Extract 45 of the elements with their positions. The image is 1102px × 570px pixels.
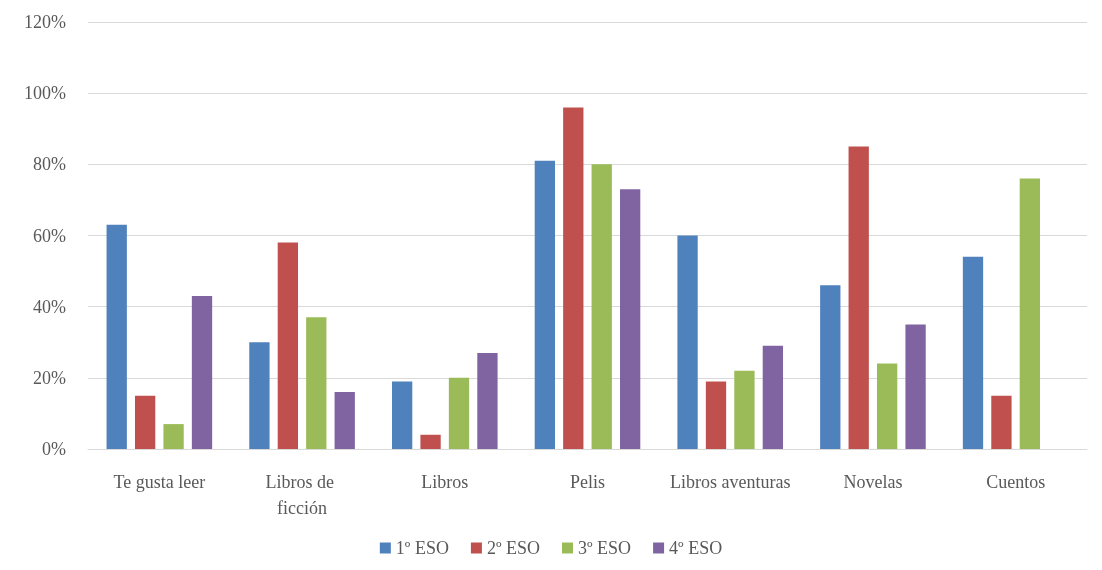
x-tick-label: Te gusta leer bbox=[113, 472, 206, 492]
y-tick-label: 60% bbox=[33, 225, 66, 246]
bar bbox=[277, 242, 299, 449]
x-tick-label: Libros bbox=[421, 472, 469, 492]
bar bbox=[534, 160, 556, 449]
bar bbox=[448, 377, 470, 449]
bar bbox=[191, 295, 213, 449]
legend-label: 3º ESO bbox=[578, 538, 632, 558]
bar bbox=[762, 345, 784, 449]
bar bbox=[420, 434, 441, 449]
bar bbox=[991, 395, 1012, 449]
bar bbox=[876, 363, 898, 449]
bar bbox=[705, 381, 727, 449]
bar bbox=[591, 164, 612, 449]
bar bbox=[905, 324, 926, 449]
bar bbox=[391, 381, 413, 449]
y-tick-label: 80% bbox=[33, 154, 66, 175]
y-tick-label: 40% bbox=[33, 296, 66, 317]
x-tick-label: Libros de ficción bbox=[265, 472, 339, 518]
bar bbox=[734, 370, 755, 449]
y-tick-label: 0% bbox=[42, 439, 66, 459]
y-tick-label: 20% bbox=[33, 367, 66, 388]
bar bbox=[848, 146, 869, 449]
x-tick-label: Libros aventuras bbox=[669, 472, 791, 492]
x-tick-label: Cuentos bbox=[986, 472, 1046, 492]
bar bbox=[249, 342, 270, 449]
bar bbox=[134, 395, 156, 449]
bar bbox=[820, 285, 841, 449]
bar bbox=[962, 256, 984, 449]
y-tick-label: 120% bbox=[24, 12, 66, 32]
bar bbox=[477, 352, 498, 449]
bar bbox=[163, 424, 184, 449]
legend-label: 2º ESO bbox=[486, 538, 541, 558]
bar bbox=[106, 224, 127, 449]
legend-label: 1º ESO bbox=[395, 538, 449, 558]
x-tick-label: Pelis bbox=[569, 472, 606, 492]
x-tick-label: Novelas bbox=[843, 472, 903, 492]
bar bbox=[677, 235, 698, 449]
bar bbox=[619, 189, 641, 449]
y-tick-label: 100% bbox=[24, 83, 66, 104]
bar bbox=[1019, 178, 1041, 449]
bar bbox=[306, 317, 327, 449]
bar bbox=[563, 107, 584, 449]
legend-label: 4º ESO bbox=[669, 538, 723, 558]
bar bbox=[334, 392, 355, 449]
